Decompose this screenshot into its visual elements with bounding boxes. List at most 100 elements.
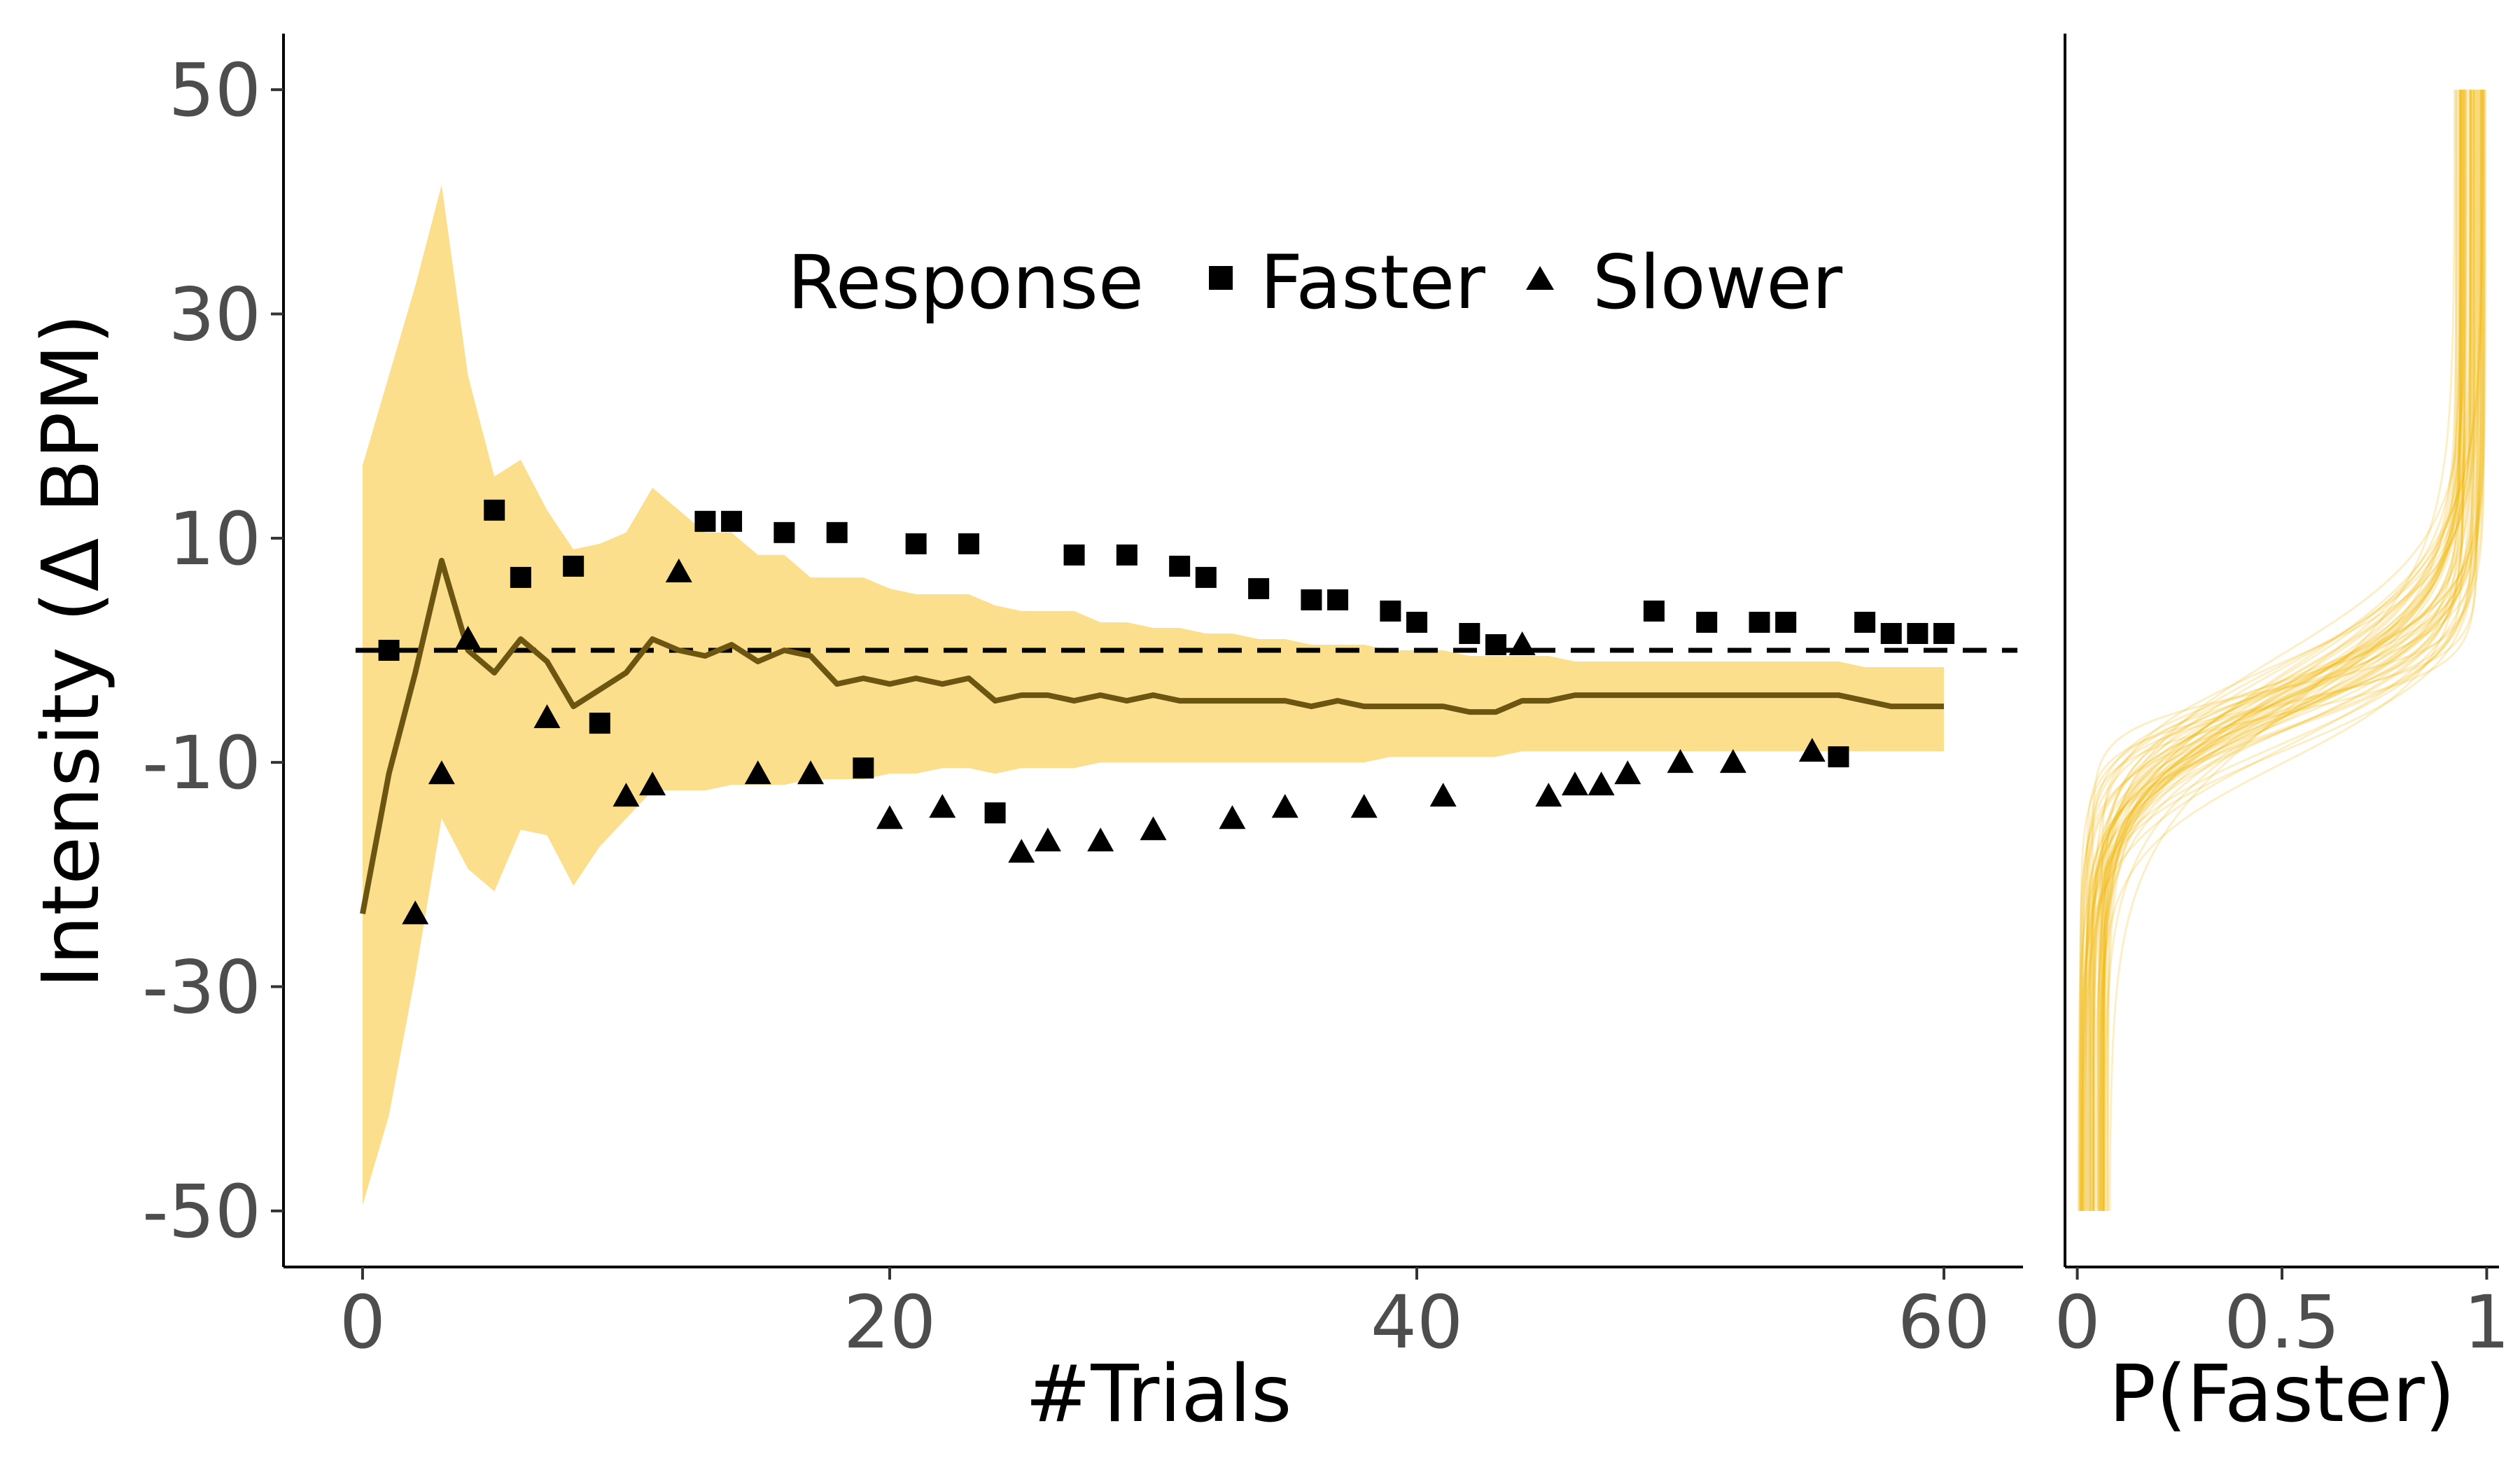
psychometric-curve (2102, 90, 2462, 1211)
faster-point (1406, 611, 1428, 633)
slower-point (929, 794, 956, 818)
faster-point (1116, 544, 1138, 566)
main-y-tick-label: 10 (169, 496, 261, 582)
faster-point (484, 499, 505, 521)
slower-point (876, 805, 903, 830)
psychometric-curve (2084, 90, 2480, 1211)
threshold-estimate-line (360, 557, 1944, 915)
psychometric-curve (2085, 90, 2479, 1211)
psychometric-curve (2092, 90, 2472, 1211)
psychometric-curve (2078, 90, 2486, 1211)
psychometric-curve (2100, 90, 2464, 1211)
psychometric-curve (2105, 90, 2459, 1211)
psychometric-curve (2106, 90, 2458, 1211)
slower-point (533, 704, 561, 729)
psychometric-curve (2089, 90, 2475, 1211)
psychometric-curve (2079, 90, 2485, 1211)
faster-point (1195, 566, 1217, 588)
slower-point (1271, 794, 1298, 818)
faster-point (378, 640, 400, 661)
psychometric-curve (2081, 90, 2483, 1211)
psychometric-curve (2108, 90, 2456, 1211)
main-x-tick-label: 0 (340, 1280, 386, 1365)
main-y-tick-label: -30 (142, 945, 261, 1030)
faster-point (1485, 634, 1506, 655)
main-x-tick-label: 40 (1371, 1280, 1463, 1365)
psychometric-curve (2096, 90, 2468, 1211)
legend-slower-label: Slower (1592, 239, 1842, 326)
side-x-tick-label: 0.5 (2224, 1280, 2339, 1365)
main-axes (271, 34, 2023, 1280)
psychometric-curve (2102, 90, 2462, 1211)
faster-point (958, 533, 979, 554)
slower-point (1535, 783, 1562, 807)
legend-slower-marker (1526, 266, 1554, 290)
main-y-tick-label: 30 (169, 272, 261, 357)
legend: Response Faster Slower (788, 239, 1842, 326)
legend-title: Response (788, 239, 1144, 326)
psychometric-curve (2082, 90, 2482, 1211)
slower-point (665, 558, 692, 582)
psychometric-curve (2086, 90, 2478, 1211)
psychometric-curve (2077, 90, 2487, 1211)
psychometric-curve (2104, 90, 2460, 1211)
psychometric-curve (2082, 90, 2482, 1211)
psychometric-curve (2106, 90, 2458, 1211)
faster-point (1880, 622, 1902, 644)
faster-point (1380, 600, 1401, 622)
psychometric-curve (2099, 90, 2465, 1211)
main-panel: 0 20 40 60 -50 -30 -10 10 30 50 #Trials Intensity… (26, 34, 2023, 1440)
main-y-tick-label: -10 (142, 720, 261, 806)
psychometric-curve (2083, 90, 2481, 1211)
faster-point (1459, 622, 1480, 644)
main-y-tick-label: 50 (169, 48, 261, 133)
psychometric-curve (2101, 90, 2463, 1211)
psychometric-curve (2080, 90, 2484, 1211)
psychometric-curve (2088, 90, 2476, 1211)
slower-point (1561, 771, 1588, 796)
main-x-axis-title: #Trials (1025, 1349, 1292, 1440)
psychometric-curves (2077, 90, 2487, 1211)
psychometric-curve (2088, 90, 2476, 1211)
faster-point (589, 713, 610, 734)
psychometric-curve (2081, 90, 2483, 1211)
slower-point (1034, 827, 1061, 852)
psychometric-curve (2080, 90, 2484, 1211)
psychometric-curve (2090, 90, 2474, 1211)
faster-point (694, 510, 716, 532)
faster-point (510, 566, 531, 588)
faster-point (1248, 578, 1270, 599)
main-x-tick-label: 20 (844, 1280, 936, 1365)
psychometric-curve (2092, 90, 2472, 1211)
legend-faster-marker (1209, 266, 1233, 290)
psychometric-curve (2096, 90, 2468, 1211)
response-markers (378, 499, 1955, 925)
faster-point (721, 510, 743, 532)
slower-point (612, 783, 640, 807)
psychometric-curve (2101, 90, 2463, 1211)
side-axes (2064, 34, 2499, 1280)
psychometric-curve (2092, 90, 2472, 1211)
threshold-estimate-path (360, 557, 1944, 915)
side-x-axis-title: P(Faster) (2109, 1349, 2456, 1440)
faster-point (1907, 622, 1928, 644)
faster-point (1643, 600, 1665, 622)
side-panel: 0 0.5 1 P(Faster) (2054, 34, 2510, 1440)
slower-point (1219, 805, 1246, 830)
slower-point (639, 771, 666, 796)
faster-point (1775, 611, 1797, 633)
psychometric-curve (2099, 90, 2465, 1211)
main-y-tick-label: -50 (142, 1169, 261, 1254)
slower-point (454, 625, 482, 650)
psychometric-curve (2090, 90, 2474, 1211)
psychometric-curve (2100, 90, 2464, 1211)
psychometric-curve (2080, 90, 2484, 1211)
side-x-tick-label: 1 (2463, 1280, 2510, 1365)
slower-point (1350, 794, 1378, 818)
psychometric-curve (2102, 90, 2462, 1211)
psychometric-curve (2098, 90, 2466, 1211)
psychometric-curve (2097, 90, 2467, 1211)
psychometric-curve (2082, 90, 2482, 1211)
slower-point (402, 900, 429, 925)
slower-point (1719, 749, 1746, 774)
